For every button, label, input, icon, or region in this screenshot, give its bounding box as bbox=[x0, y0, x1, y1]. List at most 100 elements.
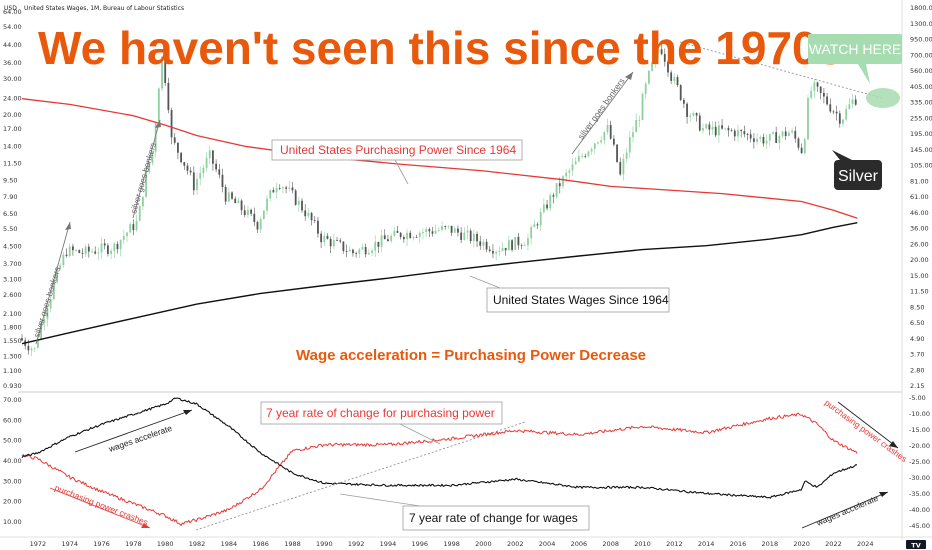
x-tick: 2006 bbox=[571, 540, 588, 548]
silver-candle bbox=[772, 132, 774, 134]
silver-candle bbox=[132, 224, 135, 231]
silver-candle bbox=[380, 235, 383, 247]
silver-candle bbox=[469, 230, 472, 241]
silver-candle bbox=[78, 250, 81, 253]
silver-candle bbox=[100, 243, 103, 253]
silver-candle bbox=[262, 210, 265, 220]
silver-candle bbox=[651, 62, 653, 71]
right-tick-main: 46.00 bbox=[910, 209, 929, 217]
silver-candle bbox=[243, 210, 246, 216]
silver-candle bbox=[641, 94, 644, 120]
silver-candle bbox=[43, 318, 46, 324]
left-tick-main: 30.00 bbox=[3, 75, 22, 83]
right-tick-main: 405.00 bbox=[910, 83, 932, 91]
right-tick-roc: -20.00 bbox=[909, 442, 930, 450]
silver-candle bbox=[205, 157, 208, 168]
silver-candle bbox=[492, 250, 494, 254]
silver-candle bbox=[434, 230, 437, 234]
silver-candle bbox=[364, 247, 367, 255]
silver-candle bbox=[663, 54, 666, 62]
silver-candle bbox=[119, 239, 122, 250]
silver-candle bbox=[625, 152, 628, 159]
silver-candle bbox=[460, 232, 463, 240]
silver-candle bbox=[609, 125, 612, 139]
watch-here-label: WATCH HERE bbox=[809, 41, 902, 57]
silver-candle bbox=[135, 220, 138, 231]
silver-candle bbox=[463, 232, 466, 240]
silver-candle bbox=[148, 163, 151, 173]
silver-candle bbox=[635, 119, 638, 133]
x-tick: 2008 bbox=[602, 540, 619, 548]
silver-candle bbox=[476, 233, 478, 242]
silver-candle bbox=[177, 142, 179, 153]
left-tick-roc: 40.00 bbox=[3, 457, 22, 465]
silver-candle bbox=[332, 240, 335, 247]
x-tick: 2022 bbox=[825, 540, 842, 548]
left-tick-main: 14.00 bbox=[3, 142, 22, 150]
silver-candle bbox=[110, 250, 113, 254]
silver-candle bbox=[654, 52, 657, 63]
silver-candle bbox=[72, 246, 74, 251]
x-tick: 1994 bbox=[380, 540, 397, 548]
wage-acceleration-text: Wage acceleration = Purchasing Power Dec… bbox=[296, 347, 646, 364]
silver-candle bbox=[326, 235, 329, 239]
right-axis-main: 1800.00 1300.00 950.00 700.00 560.00 405.00 33… bbox=[910, 4, 932, 390]
left-tick-main: 1.300 bbox=[3, 352, 22, 360]
silver-candle bbox=[565, 172, 568, 177]
silver-candle bbox=[717, 125, 720, 136]
silver-candle bbox=[622, 158, 625, 175]
x-tick: 2016 bbox=[730, 540, 747, 548]
silver-candle bbox=[695, 112, 698, 116]
silver-candle bbox=[791, 130, 793, 133]
silver-candle bbox=[412, 237, 415, 239]
silver-candle bbox=[536, 224, 539, 226]
silver-candle bbox=[259, 219, 262, 230]
silver-candle bbox=[97, 252, 100, 254]
watch-here-button[interactable] bbox=[808, 34, 902, 64]
silver-candle bbox=[304, 210, 307, 217]
silver-candle bbox=[507, 240, 510, 251]
right-tick-roc: -40.00 bbox=[909, 506, 930, 514]
time-axis: 1972 1974 1976 1978 1980 1982 1984 1986 1988 1990… bbox=[30, 540, 874, 548]
silver-candle bbox=[787, 132, 790, 137]
purchasing-crashes-annotation-2: purchasing power crashes bbox=[823, 398, 909, 464]
silver-candle bbox=[62, 254, 65, 266]
silver-candle bbox=[457, 228, 459, 233]
left-tick-main: 24.00 bbox=[3, 95, 22, 103]
silver-candle bbox=[794, 130, 797, 139]
chart-source-label: United States Wages, 1M, Bureau of Labou… bbox=[24, 5, 184, 12]
wages-accelerate-annotation-2: wages accelerate bbox=[801, 491, 889, 529]
silver-candle bbox=[501, 247, 504, 251]
right-tick-roc: -10.00 bbox=[909, 410, 930, 418]
silver-candle bbox=[705, 124, 708, 129]
silver-candle bbox=[154, 123, 157, 152]
x-tick: 1988 bbox=[284, 540, 301, 548]
left-tick-main: 1.800 bbox=[3, 324, 22, 332]
wages-accelerate-annotation-1: wages accelerate bbox=[74, 409, 193, 454]
right-tick-main: 195.00 bbox=[910, 130, 932, 138]
silver-candle bbox=[215, 163, 218, 170]
main-series bbox=[21, 98, 858, 345]
left-tick-roc: 20.00 bbox=[3, 498, 22, 506]
purchasing-power-line bbox=[21, 98, 858, 219]
silver-candle bbox=[122, 236, 125, 240]
watch-here-pointer bbox=[858, 64, 870, 84]
silver-badge bbox=[834, 160, 882, 190]
silver-candle bbox=[568, 170, 571, 173]
silver-candle bbox=[845, 109, 848, 120]
silver-candle bbox=[107, 245, 109, 254]
silver-candle bbox=[253, 213, 256, 222]
silver-candle bbox=[562, 176, 564, 187]
silver-candle bbox=[520, 245, 523, 247]
purchasing-crashes-annotation-1: purchasing power crashes bbox=[49, 483, 151, 529]
left-tick-main: 7.90 bbox=[3, 193, 17, 201]
silver-candle bbox=[854, 99, 857, 105]
silver-candle bbox=[352, 249, 354, 254]
x-tick: 2000 bbox=[475, 540, 492, 548]
silver-candle bbox=[838, 113, 841, 124]
left-tick-main: 44.00 bbox=[3, 41, 22, 49]
silver-candle bbox=[126, 232, 128, 237]
silver-candle bbox=[816, 82, 819, 87]
silver-candle bbox=[558, 183, 561, 187]
silver-candle bbox=[307, 212, 310, 217]
